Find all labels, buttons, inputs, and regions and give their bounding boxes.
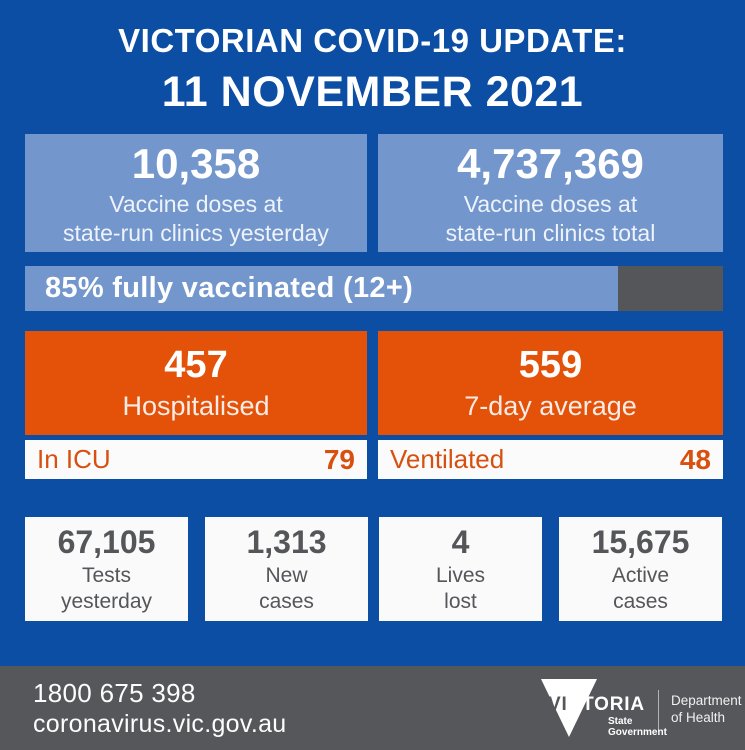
vaccine-doses-yesterday-value: 10,358	[131, 139, 261, 187]
page-header: VICTORIAN COVID-19 UPDATE: 11 NOVEMBER 2…	[0, 22, 745, 117]
hospitalisation-row: 457 Hospitalised 559 7-day average	[25, 331, 723, 435]
website-url: coronavirus.vic.gov.au	[33, 710, 287, 738]
active-cases-label: Active cases	[611, 563, 670, 613]
state-government-label: State Government	[608, 716, 667, 738]
seven-day-average-value: 559	[518, 344, 583, 386]
icu-ventilated-row: In ICU 79 Ventilated 48	[25, 440, 723, 479]
daily-stats-row: 67,105 Tests yesterday 1,313 New cases 4…	[25, 517, 723, 621]
vaccine-doses-yesterday-label: Vaccine doses at state-run clinics yeste…	[63, 190, 329, 246]
hospitalised-card: 457 Hospitalised	[25, 331, 367, 435]
footer: 1800 675 398 coronavirus.vic.gov.au VICT…	[0, 666, 745, 750]
vaccine-doses-total-card: 4,737,369 Vaccine doses at state-run cli…	[378, 134, 723, 252]
ventilated-row: Ventilated 48	[378, 440, 723, 479]
department-of-health-label: Department of Health	[671, 693, 742, 725]
vaccine-doses-row: 10,358 Vaccine doses at state-run clinic…	[25, 134, 723, 252]
in-icu-row: In ICU 79	[25, 440, 367, 479]
vaccination-progress-label: 85% fully vaccinated (12+)	[45, 272, 414, 304]
hospitalised-value: 457	[164, 344, 228, 386]
active-cases-value: 15,675	[591, 523, 690, 560]
tests-yesterday-label: Tests yesterday	[60, 563, 153, 613]
page-title-line1: VICTORIAN COVID-19 UPDATE:	[118, 22, 627, 59]
logo-divider	[658, 690, 659, 732]
ventilated-label: Ventilated	[390, 444, 505, 474]
new-cases-value: 1,313	[246, 523, 327, 560]
vaccine-doses-yesterday-card: 10,358 Vaccine doses at state-run clinic…	[25, 134, 367, 252]
vaccine-doses-total-label: Vaccine doses at state-run clinics total	[445, 190, 656, 246]
vaccine-doses-total-value: 4,737,369	[457, 139, 644, 187]
vaccination-progress-bar: 85% fully vaccinated (12+)	[25, 266, 723, 311]
in-icu-label: In ICU	[37, 444, 111, 474]
active-cases-card: 15,675 Active cases	[559, 517, 722, 621]
lives-lost-value: 4	[451, 523, 470, 560]
hospitalised-label: Hospitalised	[122, 391, 270, 421]
lives-lost-card: 4 Lives lost	[379, 517, 542, 621]
tests-yesterday-value: 67,105	[57, 523, 156, 560]
new-cases-label: New cases	[259, 563, 314, 613]
ventilated-value: 48	[679, 443, 711, 475]
phone-number: 1800 675 398	[33, 678, 196, 708]
victoria-logo-wordmark: VICTORIA	[548, 694, 645, 715]
lives-lost-label: Lives lost	[435, 563, 486, 613]
in-icu-value: 79	[323, 443, 355, 475]
new-cases-card: 1,313 New cases	[205, 517, 368, 621]
page-title-line2: 11 NOVEMBER 2021	[161, 68, 584, 116]
seven-day-average-label: 7-day average	[464, 391, 637, 421]
seven-day-average-card: 559 7-day average	[378, 331, 723, 435]
vaccination-progress-fill	[25, 266, 619, 311]
tests-yesterday-card: 67,105 Tests yesterday	[25, 517, 188, 621]
